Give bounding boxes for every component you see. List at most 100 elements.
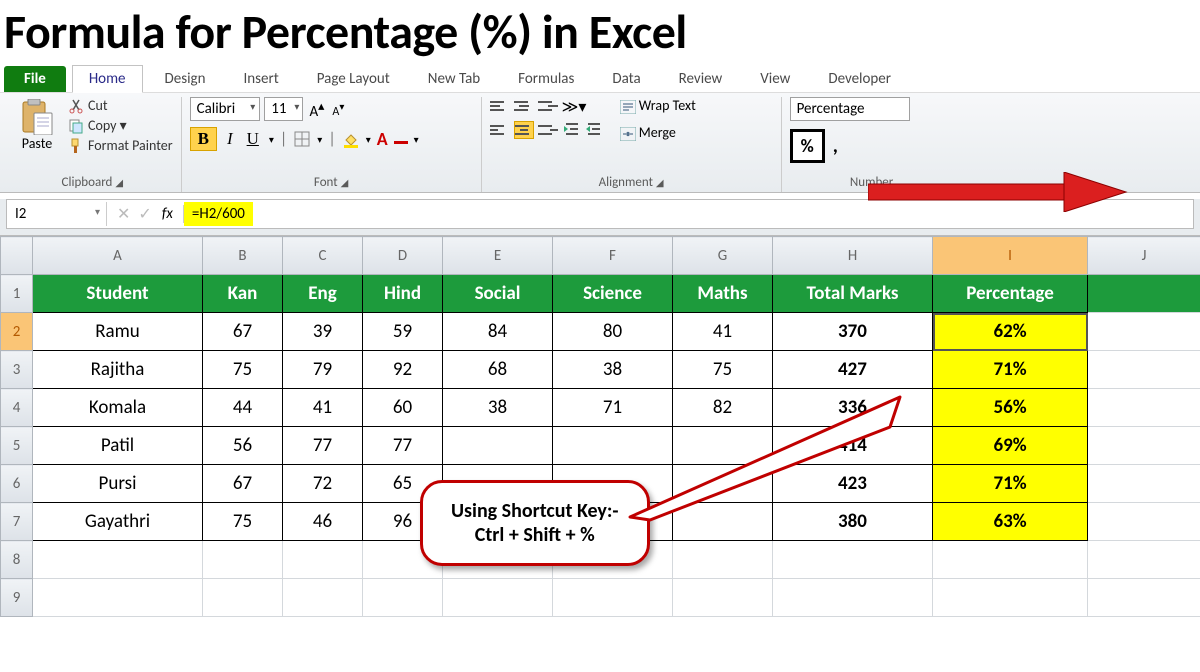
cell[interactable]: Rajitha xyxy=(33,351,203,389)
fx-button[interactable]: fx xyxy=(162,205,184,223)
row-head-1[interactable]: 1 xyxy=(1,275,33,313)
cell[interactable] xyxy=(773,579,933,617)
grow-font-button[interactable]: A▴ xyxy=(307,98,326,121)
align-center-button[interactable] xyxy=(514,121,534,139)
shrink-font-button[interactable]: A▾ xyxy=(330,100,346,119)
col-head-F[interactable]: F xyxy=(553,237,673,275)
cell[interactable] xyxy=(1088,275,1200,313)
header-cell[interactable]: Kan xyxy=(203,275,283,313)
tab-design[interactable]: Design xyxy=(149,66,222,92)
cell[interactable]: 38 xyxy=(553,351,673,389)
cell[interactable] xyxy=(1088,351,1200,389)
cell[interactable]: Patil xyxy=(33,427,203,465)
align-right-button[interactable] xyxy=(538,121,558,139)
col-head-B[interactable]: B xyxy=(203,237,283,275)
cell[interactable]: 75 xyxy=(203,351,283,389)
row-head-4[interactable]: 4 xyxy=(1,389,33,427)
cell[interactable] xyxy=(1088,313,1200,351)
cell[interactable] xyxy=(283,541,363,579)
name-box[interactable]: I2 xyxy=(7,202,107,226)
tab-page-layout[interactable]: Page Layout xyxy=(301,66,406,92)
comma-style-button[interactable]: , xyxy=(833,134,838,158)
align-middle-button[interactable] xyxy=(514,97,534,115)
indent-decrease-icon[interactable] xyxy=(562,121,580,137)
cell[interactable]: 71% xyxy=(933,351,1088,389)
font-color-button[interactable]: A xyxy=(377,128,388,150)
cell[interactable]: 41 xyxy=(673,313,773,351)
cell[interactable]: 84 xyxy=(443,313,553,351)
cell[interactable]: 79 xyxy=(283,351,363,389)
wrap-text-button[interactable]: Wrap Text xyxy=(620,97,696,114)
indent-increase-icon[interactable] xyxy=(584,121,602,137)
enter-formula-icon[interactable]: ✓ xyxy=(138,204,151,224)
paste-button[interactable]: Paste xyxy=(12,97,62,154)
row-head-3[interactable]: 3 xyxy=(1,351,33,389)
fill-color-icon[interactable] xyxy=(342,130,360,148)
orientation-button[interactable]: ≫▾ xyxy=(562,97,587,117)
cell[interactable]: 77 xyxy=(363,427,443,465)
row-head-6[interactable]: 6 xyxy=(1,465,33,503)
header-cell[interactable]: Student xyxy=(33,275,203,313)
cell[interactable]: 56% xyxy=(933,389,1088,427)
col-head-G[interactable]: G xyxy=(673,237,773,275)
cell[interactable]: Gayathri xyxy=(33,503,203,541)
cell[interactable]: 68 xyxy=(443,351,553,389)
col-head-H[interactable]: H xyxy=(773,237,933,275)
cell[interactable]: 60 xyxy=(363,389,443,427)
cell[interactable] xyxy=(553,579,673,617)
cell[interactable] xyxy=(283,579,363,617)
header-cell[interactable]: Maths xyxy=(673,275,773,313)
tab-developer[interactable]: Developer xyxy=(812,66,907,92)
cell[interactable] xyxy=(1088,465,1200,503)
cell[interactable]: 427 xyxy=(773,351,933,389)
header-cell[interactable]: Percentage xyxy=(933,275,1088,313)
cell[interactable]: 67 xyxy=(203,465,283,503)
align-left-button[interactable] xyxy=(490,121,510,139)
col-head-C[interactable]: C xyxy=(283,237,363,275)
header-cell[interactable]: Science xyxy=(553,275,673,313)
cell[interactable] xyxy=(1088,541,1200,579)
underline-button[interactable]: U xyxy=(243,129,263,149)
cell[interactable]: 92 xyxy=(363,351,443,389)
italic-button[interactable]: I xyxy=(223,129,237,149)
tab-insert[interactable]: Insert xyxy=(227,66,294,92)
cell[interactable] xyxy=(33,541,203,579)
cell[interactable] xyxy=(933,541,1088,579)
cell[interactable]: 75 xyxy=(673,351,773,389)
cell[interactable]: 39 xyxy=(283,313,363,351)
tab-formulas[interactable]: Formulas xyxy=(502,66,590,92)
cell[interactable] xyxy=(203,541,283,579)
header-cell[interactable]: Hind xyxy=(363,275,443,313)
header-cell[interactable]: Eng xyxy=(283,275,363,313)
header-cell[interactable]: Total Marks xyxy=(773,275,933,313)
cell[interactable]: 38 xyxy=(443,389,553,427)
cell[interactable] xyxy=(443,579,553,617)
cell[interactable]: 56 xyxy=(203,427,283,465)
font-size-select[interactable]: 11 xyxy=(264,97,303,121)
cell[interactable]: 67 xyxy=(203,313,283,351)
cell[interactable]: 72 xyxy=(283,465,363,503)
cell[interactable] xyxy=(773,541,933,579)
cell[interactable]: 75 xyxy=(203,503,283,541)
cell[interactable]: 80 xyxy=(553,313,673,351)
col-head-D[interactable]: D xyxy=(363,237,443,275)
cell[interactable] xyxy=(33,579,203,617)
cell[interactable]: 44 xyxy=(203,389,283,427)
row-head-9[interactable]: 9 xyxy=(1,579,33,617)
copy-button[interactable]: Copy ▾ xyxy=(68,117,173,134)
col-head-J[interactable]: J xyxy=(1088,237,1200,275)
formula-input[interactable]: =H2/600 xyxy=(184,202,253,226)
align-top-button[interactable] xyxy=(490,97,510,115)
tab-view[interactable]: View xyxy=(744,66,806,92)
col-head-E[interactable]: E xyxy=(443,237,553,275)
cell[interactable] xyxy=(1088,503,1200,541)
align-bottom-button[interactable] xyxy=(538,97,558,115)
row-head-2[interactable]: 2 xyxy=(1,313,33,351)
cell[interactable]: 46 xyxy=(283,503,363,541)
cancel-formula-icon[interactable]: ✕ xyxy=(117,204,130,224)
merge-center-button[interactable]: Merge xyxy=(620,124,696,141)
header-cell[interactable]: Social xyxy=(443,275,553,313)
tab-home[interactable]: Home xyxy=(72,65,143,93)
cell[interactable]: 71% xyxy=(933,465,1088,503)
cell[interactable] xyxy=(673,579,773,617)
